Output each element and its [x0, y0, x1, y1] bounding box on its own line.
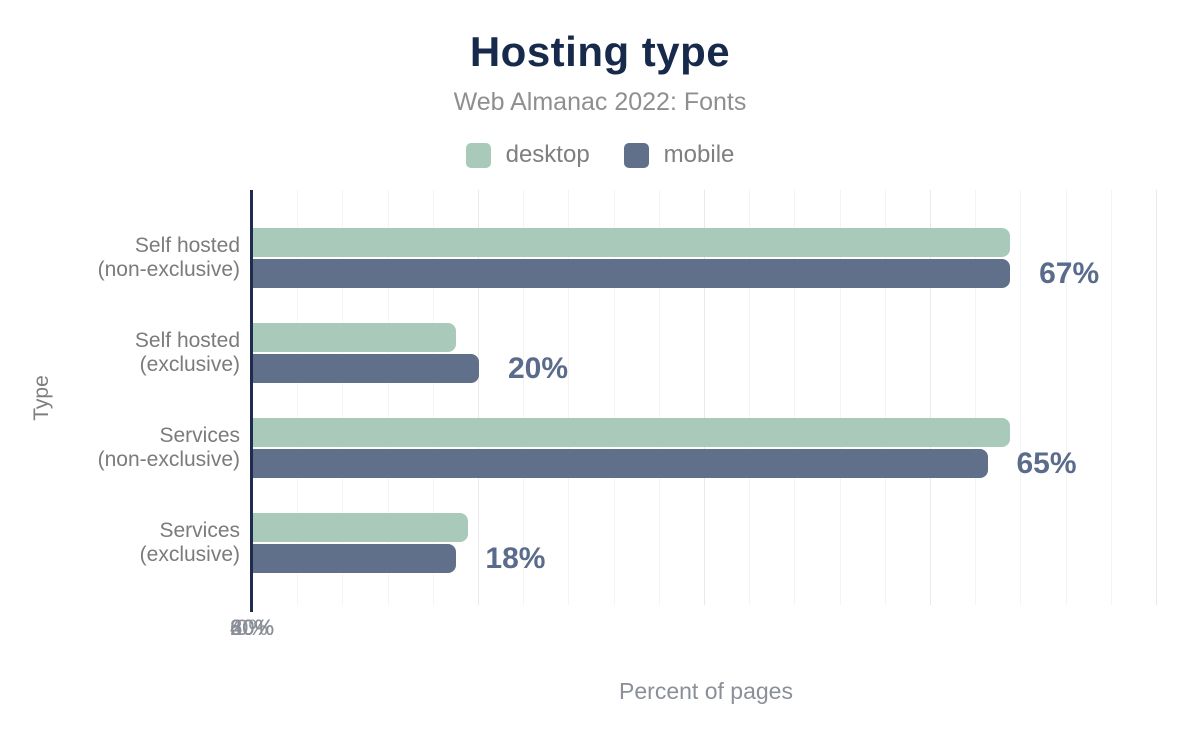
gridline [568, 190, 569, 605]
bar-desktop [253, 228, 1011, 257]
x-axis-ticks: 0% 20% 40% 60% 80% [230, 615, 1160, 645]
gridline [1020, 190, 1021, 605]
bar-mobile [253, 544, 457, 573]
bar-desktop [253, 418, 1011, 447]
legend-label-mobile: mobile [663, 141, 735, 168]
gridline [1066, 190, 1067, 605]
gridline [840, 190, 841, 605]
category-label: Services (non-exclusive) [97, 423, 240, 471]
gridline [794, 190, 795, 605]
plot-area: 67% 20% 65% 18% [252, 190, 1160, 605]
bar-value-label: 20% [508, 351, 569, 385]
gridline [885, 190, 886, 605]
chart-subtitle: Web Almanac 2022: Fonts [453, 88, 747, 116]
gridline [1156, 190, 1157, 605]
category-label: Services (exclusive) [139, 518, 240, 566]
legend-label-desktop: desktop [505, 141, 590, 168]
bar-desktop [253, 323, 457, 352]
bar-row-self-hosted-exclusive: 20% [252, 323, 1160, 385]
bar-value-label: 18% [485, 541, 546, 575]
bar-mobile [253, 354, 479, 383]
x-axis-title: Percent of pages [619, 678, 793, 704]
legend: desktop mobile [0, 141, 1200, 169]
gridline [388, 190, 389, 605]
x-tick-label: 80% [229, 615, 275, 640]
gridline [614, 190, 615, 605]
bar-row-services-exclusive: 18% [252, 513, 1160, 575]
gridline [297, 190, 298, 605]
category-label: Self hosted (non-exclusive) [97, 233, 240, 281]
bar-value-label: 67% [1039, 256, 1100, 290]
gridline [1111, 190, 1112, 605]
gridline [433, 190, 434, 605]
gridline [342, 190, 343, 605]
x-tick-label: 40% [229, 615, 275, 640]
legend-item-mobile: mobile [623, 141, 735, 169]
bar-value-label: 65% [1016, 446, 1077, 480]
bar-row-services-non-exclusive: 65% [252, 418, 1160, 480]
gridline [930, 190, 931, 605]
gridline [478, 190, 479, 605]
x-tick-label: 0% [236, 615, 268, 640]
bar-row-self-hosted-non-exclusive: 67% [252, 228, 1160, 290]
x-tick-label: 20% [229, 615, 275, 640]
bar-desktop [253, 513, 468, 542]
gridline [749, 190, 750, 605]
x-tick-label: 60% [229, 615, 275, 640]
desktop-swatch-icon [465, 142, 491, 168]
mobile-swatch-icon [623, 142, 649, 168]
chart-title: Hosting type [469, 28, 731, 75]
gridline [523, 190, 524, 605]
gridline [659, 190, 660, 605]
gridline [975, 190, 976, 605]
bar-mobile [253, 259, 1011, 288]
y-axis-line [250, 190, 253, 612]
category-label: Self hosted (exclusive) [134, 328, 240, 376]
gridline [704, 190, 705, 605]
bar-mobile [253, 449, 988, 478]
legend-item-desktop: desktop [465, 141, 590, 169]
